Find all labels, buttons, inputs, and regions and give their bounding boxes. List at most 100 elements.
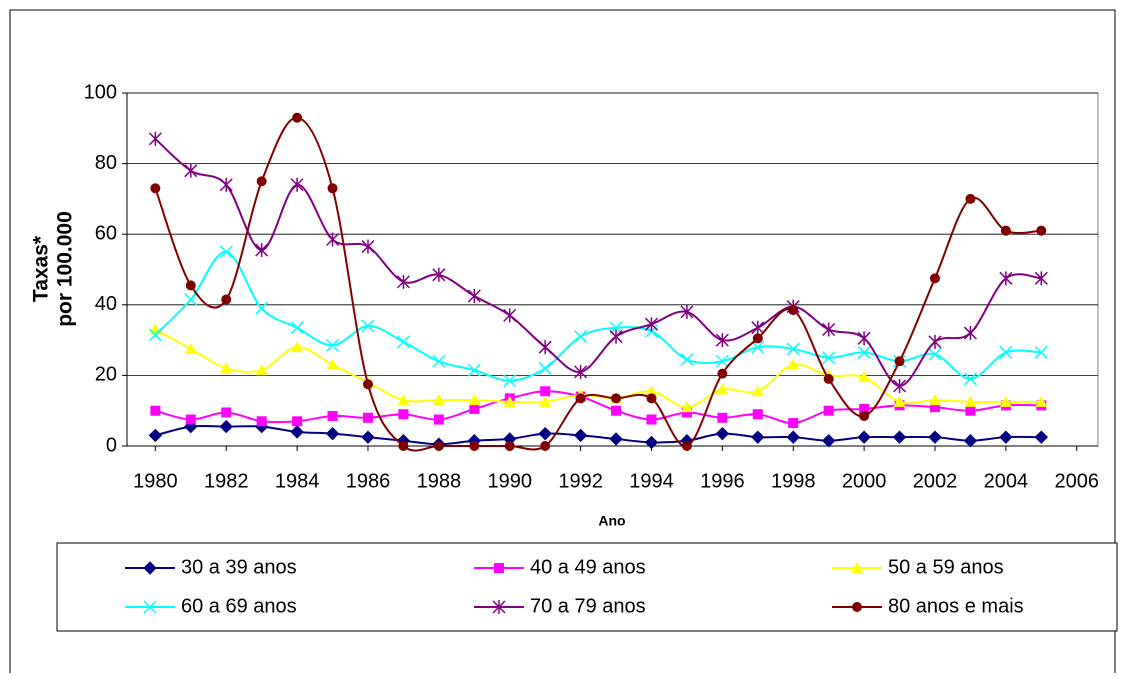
marker	[822, 351, 836, 365]
marker	[467, 363, 481, 377]
marker	[326, 338, 340, 352]
marker	[717, 412, 728, 423]
marker	[219, 419, 233, 434]
x-tick-label: 2000	[842, 470, 887, 492]
marker	[893, 378, 907, 393]
marker	[397, 394, 410, 406]
marker	[538, 340, 552, 355]
marker	[645, 385, 658, 397]
marker	[751, 430, 765, 444]
marker	[327, 183, 338, 194]
marker	[999, 395, 1012, 407]
marker	[715, 333, 729, 348]
marker	[143, 561, 157, 575]
marker	[928, 394, 941, 406]
marker	[362, 412, 373, 423]
marker	[928, 334, 942, 349]
y-tick-label: 60	[95, 222, 117, 244]
marker	[999, 271, 1013, 286]
marker	[680, 401, 693, 413]
marker	[219, 245, 233, 259]
x-tick-label: 1980	[133, 470, 178, 492]
marker	[538, 361, 552, 375]
legend-item: 40 a 49 anos	[474, 556, 646, 578]
marker	[680, 352, 694, 367]
marker	[751, 340, 765, 354]
marker	[433, 414, 444, 425]
marker	[219, 177, 233, 192]
marker	[184, 342, 197, 354]
marker	[398, 409, 409, 420]
legend-item: 70 a 79 anos	[474, 595, 646, 617]
marker	[573, 428, 588, 443]
marker	[894, 356, 905, 367]
marker	[326, 232, 340, 247]
marker	[963, 326, 977, 341]
marker	[716, 383, 729, 395]
marker	[965, 405, 976, 416]
plot-area	[126, 92, 1099, 447]
marker	[857, 345, 871, 359]
marker	[221, 407, 232, 418]
marker	[469, 441, 480, 451]
marker	[221, 294, 232, 305]
marker	[150, 405, 161, 416]
marker	[143, 600, 157, 614]
marker	[1000, 225, 1011, 236]
marker	[752, 409, 763, 420]
y-tick-label: 80	[95, 152, 117, 174]
marker	[644, 435, 659, 450]
marker	[539, 395, 552, 407]
x-tick-label: 1982	[204, 470, 249, 492]
x-tick-label: 2004	[984, 470, 1029, 492]
marker	[857, 430, 871, 444]
marker	[646, 414, 657, 425]
marker	[503, 395, 516, 407]
marker	[786, 342, 800, 356]
marker	[1034, 345, 1048, 359]
marker	[433, 441, 444, 451]
marker	[148, 428, 163, 443]
marker	[893, 395, 906, 407]
marker	[503, 308, 517, 323]
marker	[492, 600, 506, 614]
marker	[148, 328, 162, 342]
marker	[255, 364, 268, 376]
marker	[290, 177, 304, 192]
marker	[1034, 271, 1048, 286]
marker	[432, 394, 445, 406]
marker	[822, 322, 836, 337]
marker	[857, 331, 871, 346]
marker	[574, 364, 588, 379]
marker	[715, 354, 729, 368]
marker	[185, 414, 196, 425]
legend-item: 80 anos e mais	[832, 595, 1024, 617]
marker	[928, 347, 942, 361]
marker	[681, 441, 692, 451]
marker	[468, 394, 481, 406]
marker	[999, 430, 1013, 444]
y-tick-label: 20	[95, 364, 117, 386]
x-tick-label: 1994	[629, 470, 674, 492]
marker	[432, 354, 446, 368]
marker	[469, 403, 480, 414]
marker	[503, 374, 517, 388]
marker	[292, 112, 303, 123]
marker	[751, 320, 765, 335]
marker	[292, 416, 303, 427]
marker	[859, 403, 870, 414]
marker	[290, 321, 304, 335]
marker	[255, 301, 269, 315]
legend	[56, 542, 1118, 632]
marker	[609, 432, 623, 446]
legend-label: 30 a 39 anos	[181, 556, 297, 578]
marker	[646, 393, 657, 404]
x-tick-label: 1988	[417, 470, 462, 492]
marker	[150, 183, 161, 194]
marker	[432, 267, 446, 282]
marker	[362, 379, 373, 390]
marker	[858, 371, 871, 383]
marker	[396, 274, 410, 289]
legend-item: 60 a 69 anos	[125, 595, 297, 617]
